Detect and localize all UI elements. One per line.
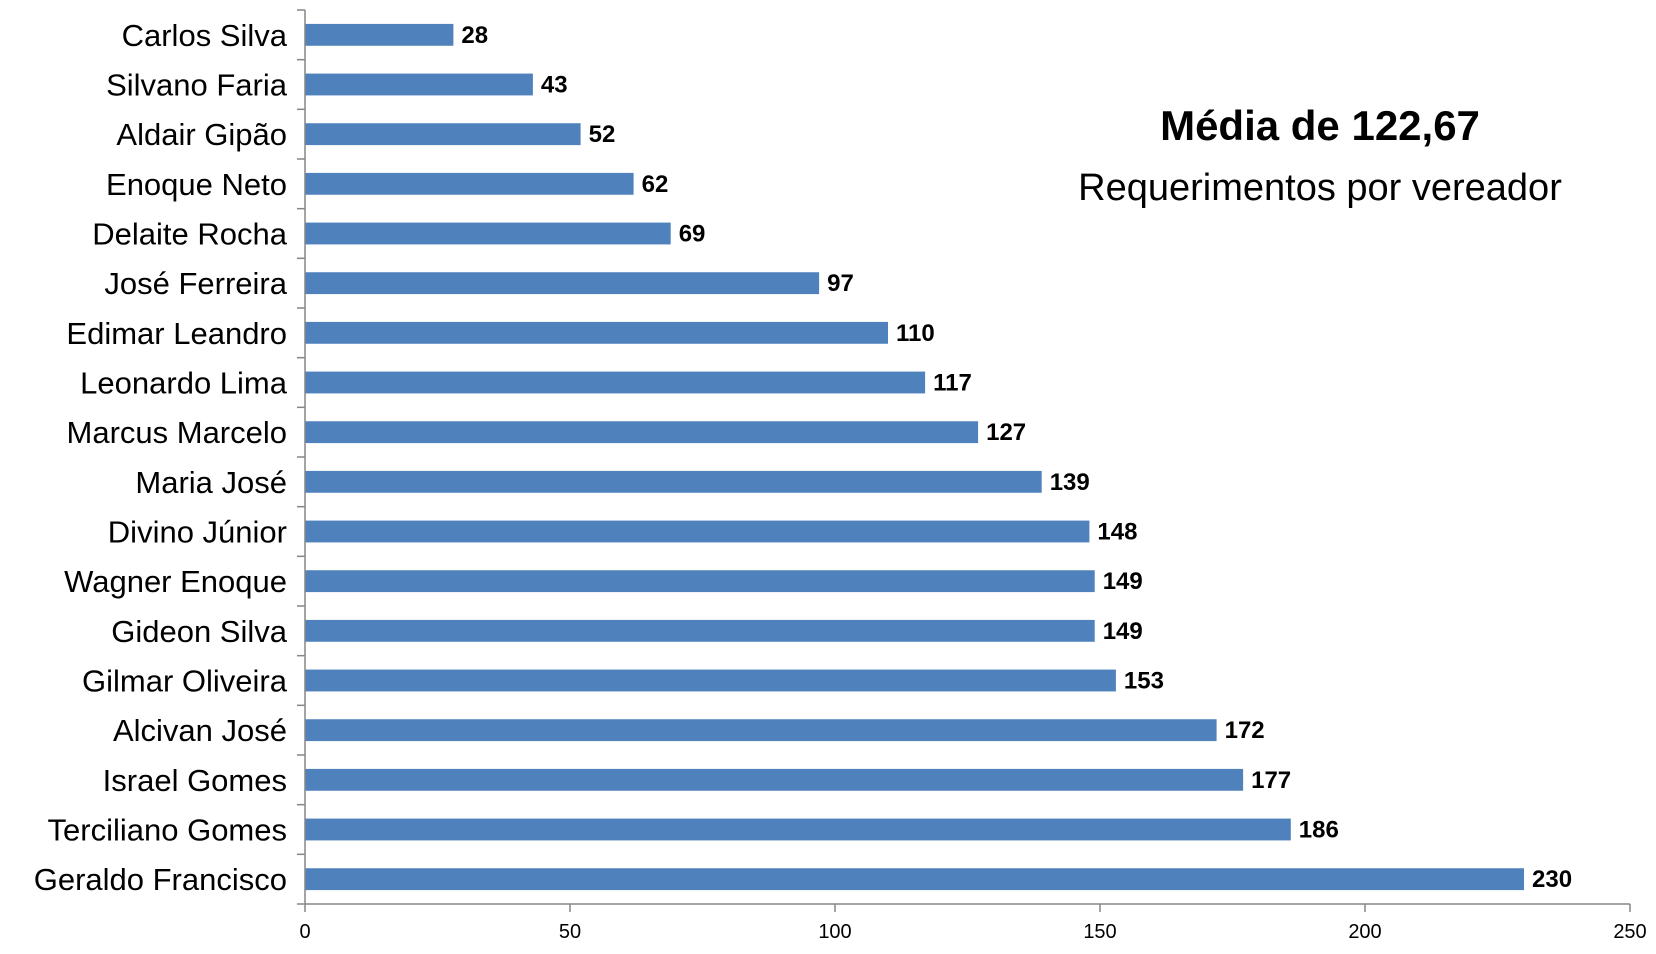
data-label: 117 bbox=[933, 370, 972, 397]
category-label: Geraldo Francisco bbox=[34, 862, 287, 897]
bar bbox=[305, 123, 581, 146]
category-label: Terciliano Gomes bbox=[48, 813, 287, 848]
axes-group bbox=[297, 9, 1631, 912]
category-label: Divino Júnior bbox=[108, 515, 287, 550]
bar bbox=[305, 768, 1244, 791]
category-label: Wagner Enoque bbox=[64, 564, 287, 599]
data-label: 110 bbox=[896, 320, 935, 347]
tick-labels-group: 0 50 100 150 200 250 bbox=[299, 921, 1646, 943]
data-label: 186 bbox=[1299, 817, 1339, 844]
category-label: Marcus Marcelo bbox=[67, 415, 288, 450]
bar bbox=[305, 570, 1095, 593]
bar bbox=[305, 868, 1524, 891]
data-label: 149 bbox=[1103, 568, 1143, 595]
category-label: Carlos Silva bbox=[122, 18, 288, 53]
annotation-subtitle: Requerimentos por vereador bbox=[1078, 167, 1562, 209]
bar bbox=[305, 23, 454, 46]
x-tick-label: 250 bbox=[1613, 921, 1646, 943]
x-tick-label: 0 bbox=[299, 921, 310, 943]
data-label: 52 bbox=[589, 121, 616, 148]
category-label: Edimar Leandro bbox=[66, 316, 287, 351]
data-label: 62 bbox=[642, 171, 669, 198]
bar bbox=[305, 669, 1116, 692]
category-label: José Ferreira bbox=[104, 266, 287, 301]
category-label: Delaite Rocha bbox=[92, 217, 287, 252]
category-label: Alcivan José bbox=[113, 713, 287, 748]
data-label: 69 bbox=[679, 221, 706, 248]
bar bbox=[305, 321, 888, 344]
bar bbox=[305, 272, 820, 295]
category-label: Aldair Gipão bbox=[116, 117, 287, 152]
category-label: Gideon Silva bbox=[111, 614, 288, 649]
category-label: Maria José bbox=[135, 465, 287, 500]
bar bbox=[305, 619, 1095, 642]
data-label: 148 bbox=[1097, 519, 1137, 546]
bar bbox=[305, 371, 926, 394]
data-label: 43 bbox=[541, 72, 568, 99]
category-label: Enoque Neto bbox=[106, 167, 287, 202]
x-tick-label: 150 bbox=[1083, 921, 1116, 943]
x-tick-label: 200 bbox=[1348, 921, 1381, 943]
data-label: 139 bbox=[1050, 469, 1090, 496]
bar bbox=[305, 222, 671, 245]
bar bbox=[305, 818, 1291, 841]
data-label: 97 bbox=[827, 270, 854, 297]
data-label: 177 bbox=[1251, 767, 1291, 794]
bar bbox=[305, 470, 1042, 493]
annotation-title: Média de 122,67 bbox=[1160, 102, 1480, 149]
data-label: 172 bbox=[1225, 717, 1265, 744]
bar bbox=[305, 73, 533, 96]
data-label: 28 bbox=[461, 22, 488, 49]
bars-group bbox=[305, 23, 1524, 891]
value-labels-group: 28 43 52 62 69 97 110 117 127 139 148 149 149 153 172 1… bbox=[461, 22, 1572, 893]
x-tick-label: 100 bbox=[818, 921, 851, 943]
category-labels-group: Carlos Silva Silvano Faria Aldair Gipão Eno… bbox=[34, 18, 288, 897]
category-label: Gilmar Oliveira bbox=[82, 664, 288, 699]
category-label: Leonardo Lima bbox=[80, 366, 288, 401]
bar bbox=[305, 421, 979, 444]
data-label: 230 bbox=[1532, 866, 1572, 893]
category-label: Israel Gomes bbox=[103, 763, 287, 798]
data-label: 153 bbox=[1124, 668, 1164, 695]
data-label: 149 bbox=[1103, 618, 1143, 645]
bar bbox=[305, 719, 1217, 742]
data-label: 127 bbox=[986, 419, 1026, 446]
bar bbox=[305, 172, 634, 195]
bar bbox=[305, 520, 1090, 543]
x-tick-label: 50 bbox=[559, 921, 581, 943]
category-label: Silvano Faria bbox=[106, 68, 288, 103]
